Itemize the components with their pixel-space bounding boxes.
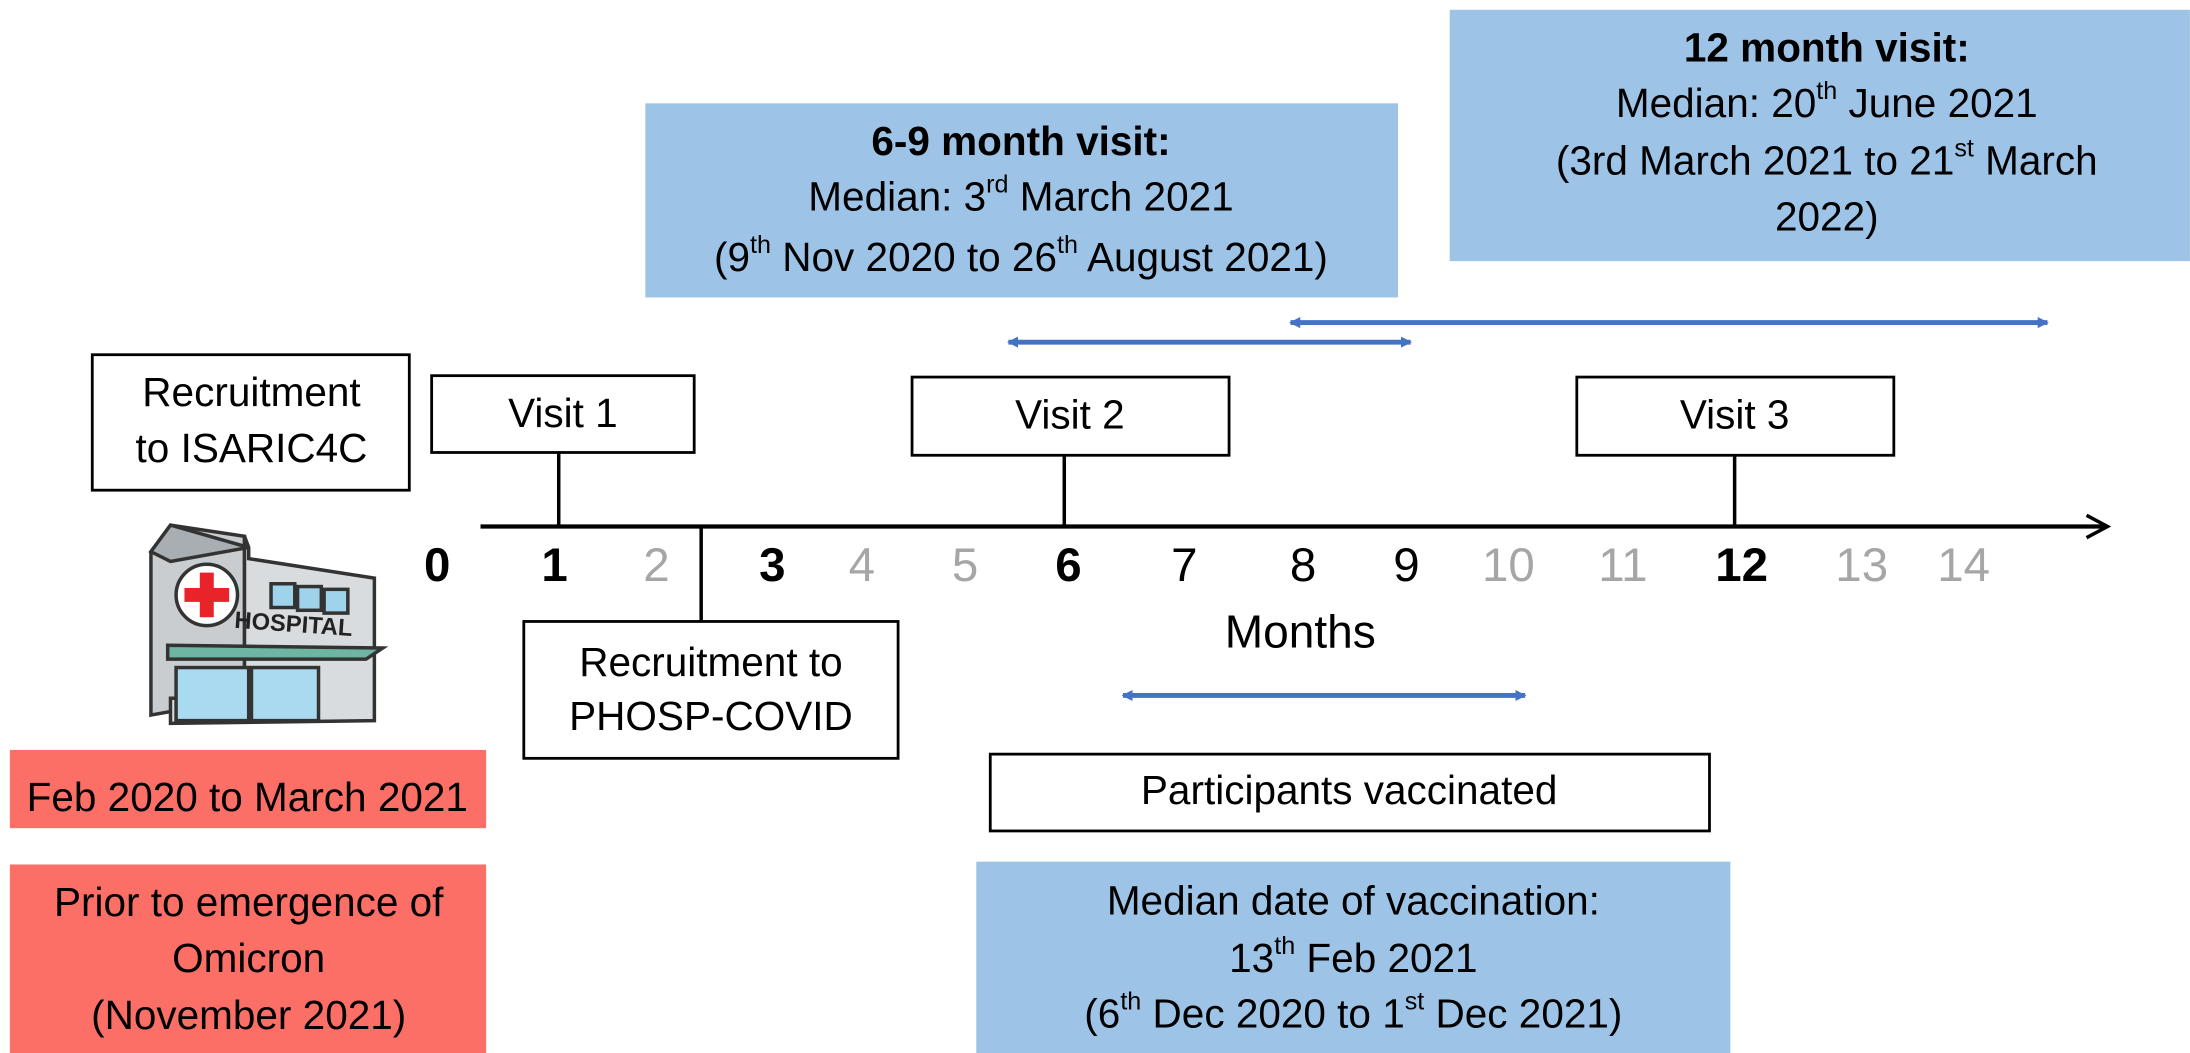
text-segment: Visit 1 <box>508 390 618 436</box>
box-text: PHOSP-COVID <box>569 693 853 739</box>
box-text: Feb 2020 to March 2021 <box>27 774 468 820</box>
box-text: Visit 1 <box>508 390 618 436</box>
month-tick-label: 6 <box>1055 539 1081 592</box>
month-tick-label: 14 <box>1937 539 1990 592</box>
text-segment: PHOSP-COVID <box>569 693 853 739</box>
text-segment: June 2021 <box>1837 80 2037 126</box>
page: { "boxes": [ {"lines": [[{"text": "6-9 m… <box>0 0 2190 1053</box>
box-text: (9th Nov 2020 to 26th August 2021) <box>714 230 1328 279</box>
box-text: Recruitment <box>142 369 360 415</box>
text-segment: Omicron <box>172 935 325 981</box>
hospital-icon: HOSPITAL <box>151 525 383 723</box>
box-text: Prior to emergence of <box>54 879 444 925</box>
superscript: th <box>1120 987 1141 1015</box>
superscript: th <box>750 230 771 258</box>
month-tick-label: 8 <box>1290 539 1316 592</box>
superscript: st <box>1954 134 1974 162</box>
box-text: Median: 3rd March 2021 <box>808 170 1233 219</box>
month-tick-label: 7 <box>1171 539 1197 592</box>
month-tick-label: 9 <box>1393 539 1419 592</box>
text-segment: Median: 20 <box>1616 80 1816 126</box>
box-text: 2022) <box>1775 193 1879 239</box>
box-text: Median date of vaccination: <box>1107 877 1600 923</box>
text-segment: Dec 2020 to 1 <box>1141 990 1404 1036</box>
text-segment: to ISARIC4C <box>136 425 368 471</box>
text-segment: Feb 2021 <box>1295 935 1477 981</box>
month-tick-label: 0 <box>424 539 450 592</box>
box-text: 6-9 month visit: <box>871 118 1170 164</box>
month-tick-label: 5 <box>952 539 978 592</box>
box-text: (November 2021) <box>91 992 406 1038</box>
month-tick-label: 4 <box>849 539 875 592</box>
box-text: Omicron <box>172 935 325 981</box>
superscript: st <box>1405 987 1425 1015</box>
text-segment: Recruitment <box>142 369 360 415</box>
text-segment: (9 <box>714 233 750 279</box>
month-tick-label: 10 <box>1482 539 1535 592</box>
text-segment: 12 month visit: <box>1684 24 1970 70</box>
text-segment: (3rd March 2021 to 21 <box>1556 137 1954 183</box>
text-segment: 2022) <box>1775 193 1879 239</box>
box-text: Recruitment to <box>579 638 842 684</box>
text-segment: Prior to emergence of <box>54 879 444 925</box>
text-segment: 13 <box>1229 935 1274 981</box>
text-segment: Dec 2021) <box>1424 990 1622 1036</box>
box-text: 13th Feb 2021 <box>1229 931 1477 980</box>
text-segment: Visit 3 <box>1680 391 1790 437</box>
text-segment: Nov 2020 to 26 <box>771 233 1057 279</box>
text-segment: Median date of vaccination: <box>1107 877 1600 923</box>
text-segment: 6-9 month visit: <box>871 118 1170 164</box>
month-tick-label: 1 <box>541 539 567 592</box>
text-segment: Visit 2 <box>1015 391 1125 437</box>
month-tick-label: 11 <box>1598 539 1647 592</box>
box-text: (6th Dec 2020 to 1st Dec 2021) <box>1084 987 1622 1036</box>
superscript: rd <box>986 170 1008 198</box>
box-text: Visit 3 <box>1680 391 1790 437</box>
text-segment: Recruitment to <box>579 638 842 684</box>
text-segment: Median: 3 <box>808 173 986 219</box>
text-segment: (6 <box>1084 990 1120 1036</box>
superscript: th <box>1816 77 1837 105</box>
axis-label: Months <box>1225 606 1376 658</box>
text-segment: August 2021) <box>1078 233 1328 279</box>
superscript: th <box>1057 230 1078 258</box>
box-text: Participants vaccinated <box>1141 767 1557 813</box>
text-segment: March 2021 <box>1009 173 1234 219</box>
box-text: to ISARIC4C <box>136 425 368 471</box>
box-text: (3rd March 2021 to 21st March <box>1556 134 2098 183</box>
box-text: 12 month visit: <box>1684 24 1970 70</box>
timeline-diagram: HOSPITAL 6-9 month visit: Median: 3rd Mar… <box>0 0 2190 1053</box>
month-tick-label: 13 <box>1835 539 1888 592</box>
superscript: th <box>1274 931 1295 959</box>
text-segment: Participants vaccinated <box>1141 767 1557 813</box>
text-segment: Feb 2020 to March 2021 <box>27 774 468 820</box>
month-tick-label: 12 <box>1715 539 1768 592</box>
text-segment: March <box>1974 137 2098 183</box>
month-tick-label: 2 <box>643 539 669 592</box>
month-tick-label: 3 <box>759 539 785 592</box>
text-segment: (November 2021) <box>91 992 406 1038</box>
box-text: Visit 2 <box>1015 391 1125 437</box>
